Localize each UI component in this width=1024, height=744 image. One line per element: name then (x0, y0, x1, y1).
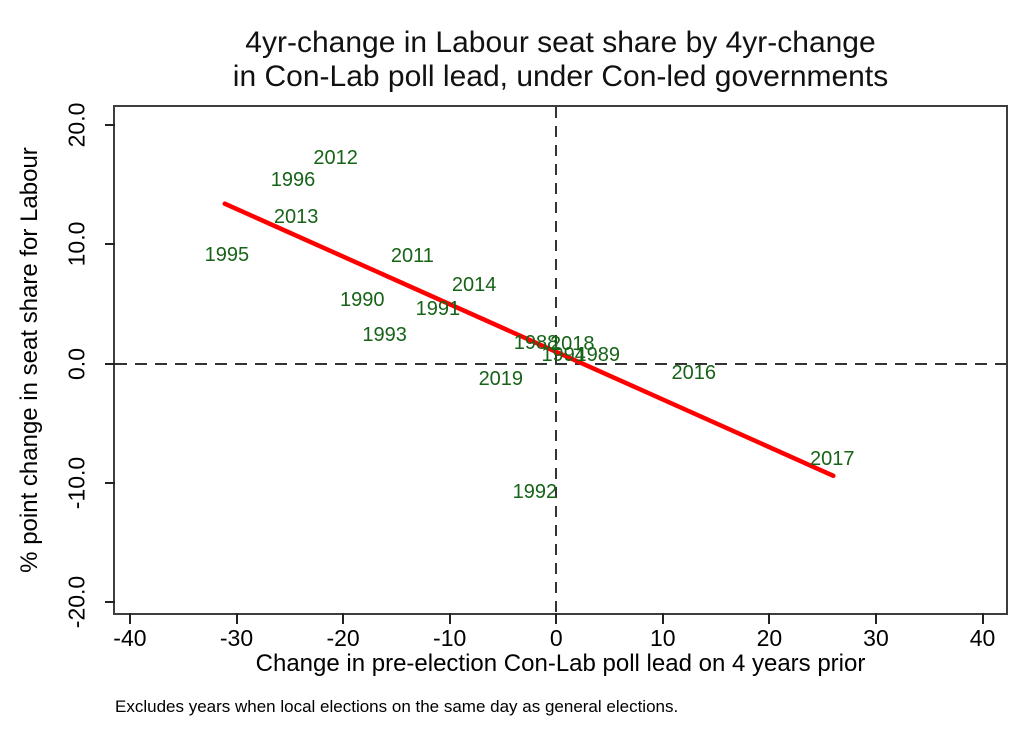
plot-area: 1988 1989 1990 1991 1992 1993 1994 1995 1996 2011… (64, 103, 1008, 651)
y-axis-tick (105, 243, 115, 246)
x-tick-label: -30 (219, 625, 254, 651)
x-tick-label: 10 (650, 625, 676, 651)
y-axis-title: % point change in seat share for Labour (16, 147, 43, 573)
chart-title-line-1: 4yr-change in Labour seat share by 4yr-c… (245, 26, 876, 59)
zero-x-reference-line (555, 107, 558, 613)
x-axis-tick (981, 613, 984, 624)
x-axis-title: Change in pre-election Con-Lab poll lead… (255, 650, 866, 677)
data-point-label-2016: 2016 (671, 362, 716, 385)
data-point-label-1990: 1990 (340, 289, 385, 312)
x-tick-label: -10 (433, 625, 467, 651)
x-tick-label: 40 (969, 625, 996, 651)
x-axis-tick (874, 613, 877, 624)
data-point-label-2018: 2018 (549, 333, 595, 356)
x-tick-label: 0 (549, 625, 563, 651)
x-axis-tick (661, 613, 664, 624)
fit-line-layer (222, 201, 836, 479)
y-tick-label: 0.0 (63, 347, 90, 380)
data-point-label-1995: 1995 (204, 243, 250, 266)
x-tick-label: -40 (113, 625, 147, 651)
data-point-label-1989: 1989 (575, 344, 621, 367)
zero-y-reference-line (115, 362, 1006, 365)
x-axis-tick (235, 613, 238, 624)
footnote: Excludes years when local elections on t… (115, 697, 679, 716)
x-axis-tick (555, 613, 558, 624)
y-axis-tick (105, 601, 115, 604)
y-tick-label: 10.0 (63, 221, 90, 267)
y-axis-tick (105, 481, 115, 484)
data-point-label-2017: 2017 (810, 448, 855, 471)
data-point-label-1988: 1988 (513, 332, 559, 355)
x-axis-tick (448, 613, 451, 624)
x-tick-label: -20 (326, 625, 360, 651)
y-tick-label: -10.0 (63, 456, 90, 510)
data-point-label-2013: 2013 (273, 205, 319, 228)
x-axis-tick (128, 613, 131, 624)
data-point-label-2011: 2011 (390, 245, 434, 268)
data-point-label-1992: 1992 (512, 481, 558, 504)
data-point-label-2012: 2012 (313, 147, 358, 170)
data-point-label-1996: 1996 (270, 168, 316, 191)
x-axis-tick (768, 613, 771, 624)
fit-line (222, 201, 836, 479)
y-tick-label: 20.0 (63, 102, 90, 148)
data-point-label-1991: 1991 (415, 297, 461, 320)
data-point-label-1994: 1994 (541, 344, 586, 367)
data-point-label-2014: 2014 (451, 273, 497, 296)
y-axis-tick (105, 362, 115, 365)
chart-title-line-2: in Con-Lab poll lead, under Con-led gove… (232, 59, 889, 93)
chart-title: 4yr-change in Labour seat share by 4yr-c… (113, 26, 1008, 94)
data-point-label-1993: 1993 (362, 323, 407, 346)
x-tick-label: 30 (863, 625, 889, 651)
x-tick-label: 20 (756, 625, 783, 651)
data-point-label-2019: 2019 (478, 368, 524, 391)
y-axis-tick (105, 123, 115, 126)
y-tick-label: -20.0 (63, 576, 90, 629)
x-axis-tick (342, 613, 345, 624)
